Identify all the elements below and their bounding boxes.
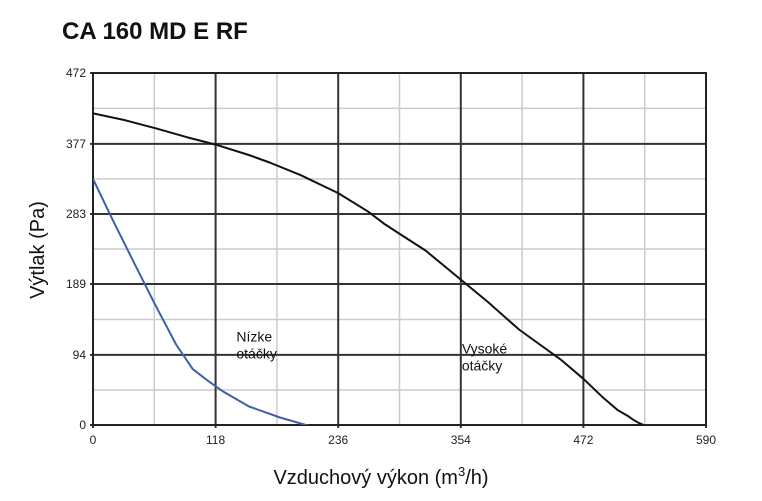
plot-frame bbox=[92, 72, 707, 426]
annotation-high-speed: otáčky bbox=[462, 357, 502, 373]
chart-title: CA 160 MD E RF bbox=[62, 18, 248, 45]
x-tick-label: 354 bbox=[451, 433, 471, 447]
x-axis-title: Vzduchový výkon (m3/h) bbox=[273, 464, 488, 489]
grid bbox=[90, 72, 707, 428]
series-line-low-speed bbox=[93, 178, 310, 425]
annotation-high-speed: Vysoké bbox=[462, 340, 508, 356]
y-axis-title: Výtlak (Pa) bbox=[27, 201, 49, 299]
y-tick-label: 0 bbox=[79, 418, 86, 432]
y-tick-label: 283 bbox=[66, 207, 86, 221]
x-tick-label: 118 bbox=[206, 433, 225, 447]
x-tick-label: 590 bbox=[696, 433, 716, 447]
x-tick-label: 472 bbox=[573, 433, 593, 447]
series bbox=[93, 112, 645, 425]
x-tick-label: 0 bbox=[90, 433, 97, 447]
x-tick-label: 236 bbox=[328, 433, 348, 447]
series-line-high-speed bbox=[93, 112, 645, 425]
tick-labels: 0 118 236 354 472 590 0 94 189 283 377 472 bbox=[66, 66, 716, 447]
y-tick-label: 472 bbox=[66, 66, 86, 80]
annotation-low-speed: otáčky bbox=[236, 345, 276, 361]
y-tick-label: 189 bbox=[66, 277, 86, 291]
y-tick-label: 377 bbox=[66, 137, 86, 151]
annotation-low-speed: Nízke bbox=[236, 328, 272, 344]
y-tick-label: 94 bbox=[73, 348, 87, 362]
